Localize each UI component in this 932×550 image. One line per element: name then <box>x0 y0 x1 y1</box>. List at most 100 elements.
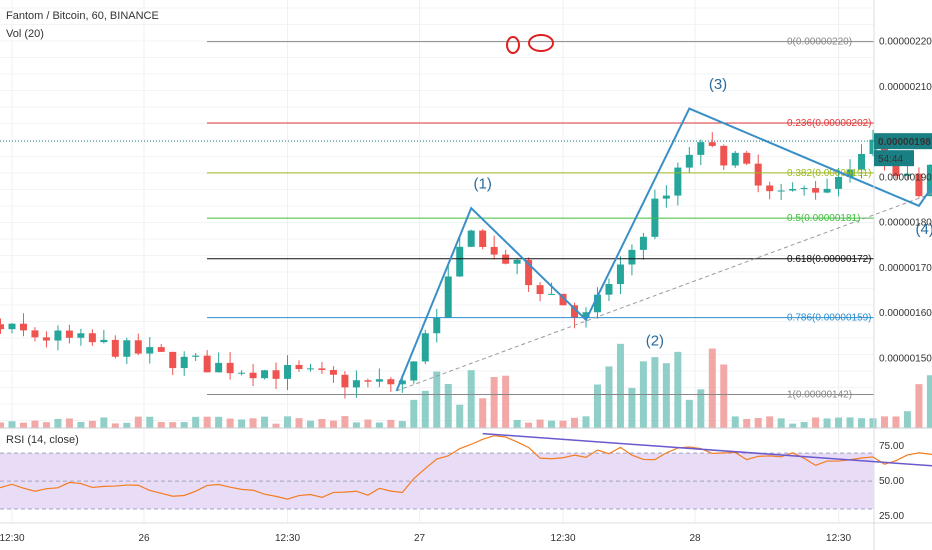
volume-bar <box>8 421 16 428</box>
chart-symbol-title: Fantom / Bitcoin, 60, BINANCE <box>6 10 159 22</box>
volume-bar <box>249 418 257 428</box>
candle-body <box>295 364 303 370</box>
volume-bar <box>54 418 62 428</box>
candle-body <box>903 173 911 177</box>
volume-bar <box>306 420 314 428</box>
fib-level-label: 0.236(0.00000202) <box>787 118 872 129</box>
volume-bar <box>559 420 567 428</box>
volume-bar <box>410 399 418 428</box>
current-price-value: 0.00000198 <box>878 137 931 148</box>
volume-bar <box>157 422 165 428</box>
time-tick-label: 28 <box>689 533 701 544</box>
candle-body <box>421 333 429 362</box>
candle-body <box>329 369 337 375</box>
volume-bar <box>731 416 739 428</box>
fib-level-label: 0.786(0.00000159) <box>787 313 872 324</box>
candle-body <box>571 305 579 318</box>
candle-body <box>410 361 418 381</box>
candle-body <box>306 368 314 370</box>
candle-body <box>674 167 682 196</box>
volume-bar <box>318 419 326 428</box>
elliott-wave-path <box>395 107 932 392</box>
volume-bar <box>846 417 854 428</box>
candle-body <box>467 230 475 247</box>
volume-bar <box>926 375 932 428</box>
volume-bar <box>915 384 923 428</box>
volume-bar <box>0 422 5 428</box>
volume-bar <box>743 418 751 428</box>
volume-bar <box>766 416 774 428</box>
candle-body <box>708 142 716 146</box>
candle-body <box>789 188 797 191</box>
candle-body <box>0 324 5 330</box>
volume-bar <box>605 366 613 428</box>
candle-body <box>823 188 831 193</box>
candle-body <box>731 152 739 166</box>
candle-body <box>215 362 223 373</box>
wave-labels: (1)(2)(3)(4)(5)(B)(A)(C) <box>474 76 932 350</box>
price-tick-label: 0.00000150 <box>879 353 932 364</box>
volume-bar <box>697 389 705 428</box>
candle-body <box>582 312 590 318</box>
candle-body <box>869 139 877 154</box>
candle-body <box>433 317 441 334</box>
candle-body <box>54 330 62 341</box>
candle-body <box>19 323 27 331</box>
candle-body <box>318 368 326 370</box>
candle-body <box>915 173 923 197</box>
volume-bar <box>674 351 682 428</box>
candle-body <box>662 195 670 199</box>
candle-body <box>375 379 383 382</box>
rsi-line <box>0 435 932 500</box>
price-tick-label: 0.00000220 <box>879 37 932 48</box>
volume-bar <box>892 416 900 428</box>
volume-bar <box>146 416 154 428</box>
candle-body <box>65 330 73 338</box>
candle-body <box>628 249 636 265</box>
candle-body <box>548 293 556 295</box>
candle-body <box>616 264 624 285</box>
volume-bar <box>536 419 544 428</box>
price-tick-label: 0.00000190 <box>879 172 932 183</box>
volume-bar <box>421 390 429 428</box>
volume-bar <box>467 370 475 428</box>
rsi-pane: 75.00 50.00 25.00 <box>0 427 932 522</box>
candle-body <box>341 374 349 388</box>
fib-level-label: 0.618(0.00000172) <box>787 254 872 265</box>
time-tick-label: 12:30 <box>826 533 851 544</box>
candle-body <box>272 370 280 379</box>
candle-body <box>261 370 269 379</box>
candle-body <box>249 372 257 379</box>
volume-bar <box>398 421 406 428</box>
candle-body <box>192 355 200 357</box>
volume-bar <box>777 418 785 428</box>
wave-label: (4) <box>915 221 932 238</box>
candle-body <box>146 347 154 354</box>
rsi-indicator-label: RSI (14, close) <box>6 434 79 446</box>
candle-body <box>513 259 521 264</box>
volume-bars <box>0 343 932 428</box>
volume-bar <box>800 421 808 428</box>
rsi-tick-label: 50.00 <box>879 476 904 487</box>
candle-body <box>352 380 360 388</box>
countdown-badge <box>874 150 914 167</box>
price-tick-label: 0.00000160 <box>879 308 932 319</box>
candle-body <box>926 164 932 197</box>
candle-body <box>720 145 728 166</box>
volume-bar <box>593 384 601 428</box>
candle-body <box>754 163 762 186</box>
candle-body <box>31 330 39 338</box>
candle-body <box>490 246 498 255</box>
volume-bar <box>111 423 119 428</box>
volume-bar <box>502 375 510 428</box>
candle-body <box>605 284 613 295</box>
volume-bar <box>548 420 556 428</box>
candle-body <box>858 153 866 170</box>
candle-body <box>697 142 705 155</box>
volume-bar <box>364 419 372 428</box>
time-tick-label: 12:30 <box>551 533 576 544</box>
volume-bar <box>571 417 579 428</box>
volume-bar <box>203 416 211 428</box>
volume-bar <box>375 422 383 428</box>
